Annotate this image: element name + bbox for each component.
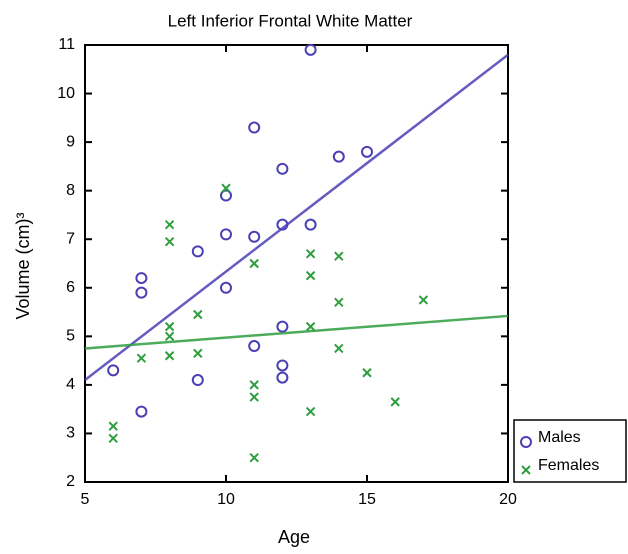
y-tick-label: 9: [66, 133, 75, 150]
female-point: [305, 270, 316, 281]
female-point: [249, 258, 259, 269]
female-point: [390, 397, 400, 407]
male-point: [248, 121, 261, 134]
male-point: [107, 364, 120, 377]
x-axis-label: Age: [278, 527, 310, 547]
male-point: [304, 218, 317, 231]
male-point: [135, 286, 148, 299]
male-point: [276, 162, 289, 175]
x-tick-label: 20: [499, 491, 517, 508]
female-point: [249, 392, 259, 402]
legend-marker: [521, 465, 531, 475]
female-point: [164, 219, 175, 230]
male-point: [332, 150, 345, 163]
y-tick-label: 3: [66, 425, 75, 442]
trend-line: [84, 53, 509, 382]
y-tick-label: 6: [66, 279, 75, 296]
male-point: [191, 374, 204, 387]
female-point: [334, 343, 344, 354]
female-point: [305, 406, 316, 417]
female-point: [305, 321, 316, 332]
female-point: [362, 368, 372, 378]
male-point: [361, 145, 373, 158]
female-point: [334, 297, 344, 308]
male-point: [135, 272, 148, 285]
legend-label: Females: [538, 457, 599, 474]
y-tick-label: 7: [66, 230, 75, 247]
y-tick-label: 5: [66, 328, 75, 345]
female-point: [164, 351, 175, 361]
male-point: [135, 405, 148, 418]
male-point: [220, 281, 232, 294]
female-point: [164, 331, 175, 342]
y-tick-label: 11: [58, 36, 75, 53]
female-point: [305, 249, 316, 259]
y-tick-label: 8: [66, 182, 75, 199]
y-axis-label: Volume (cm)³: [13, 212, 33, 319]
legend-marker: [520, 436, 532, 448]
female-point: [193, 348, 203, 359]
x-tick-label: 5: [81, 491, 90, 508]
male-point: [304, 43, 317, 56]
x-tick-label: 10: [217, 491, 235, 508]
female-point: [221, 183, 231, 193]
female-point: [164, 321, 175, 332]
female-point: [418, 295, 429, 305]
male-point: [276, 218, 289, 231]
male-point: [220, 228, 232, 241]
chart-title: Left Inferior Frontal White Matter: [168, 11, 413, 30]
male-point: [248, 230, 261, 243]
x-tick-label: 15: [358, 491, 376, 508]
male-point: [276, 371, 289, 384]
y-tick-label: 10: [57, 85, 75, 102]
y-tick-label: 2: [66, 473, 75, 490]
male-point: [191, 245, 204, 258]
male-point: [248, 340, 261, 353]
female-point: [193, 309, 203, 320]
male-point: [276, 320, 289, 333]
y-tick-label: 4: [66, 376, 75, 393]
female-point: [136, 353, 147, 363]
legend-box: [513, 419, 627, 483]
trend-line: [84, 314, 509, 350]
female-point: [334, 251, 344, 261]
male-point: [220, 189, 232, 202]
female-point: [249, 380, 259, 390]
plot-frame: [84, 44, 509, 483]
legend-label: Males: [538, 429, 581, 446]
male-point: [276, 359, 289, 372]
female-point: [249, 453, 259, 463]
female-point: [108, 433, 118, 444]
female-point: [164, 236, 175, 247]
female-point: [108, 421, 118, 431]
